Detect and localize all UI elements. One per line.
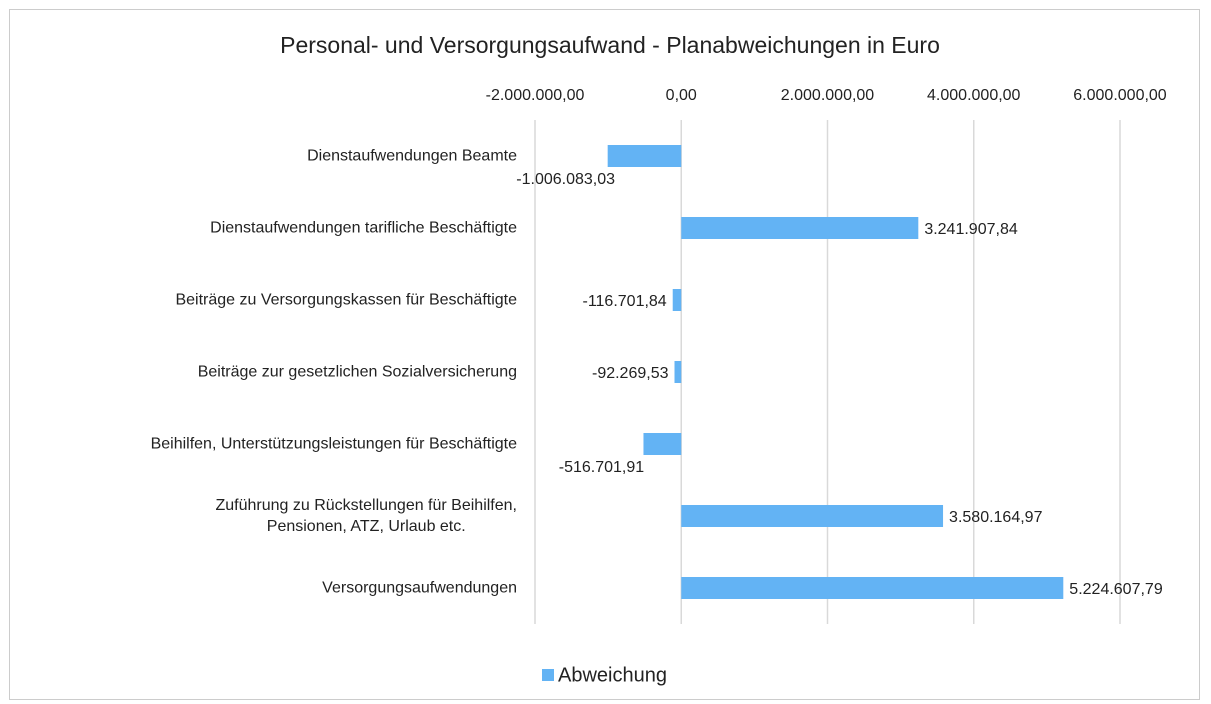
- x-tick-label: 2.000.000,00: [781, 87, 875, 104]
- y-tick-label-box: Beiträge zur gesetzlichen Sozialversiche…: [0, 362, 517, 383]
- y-tick-label-box: Dienstaufwendungen Beamte: [0, 146, 517, 167]
- x-tick-label: 4.000.000,00: [927, 87, 1021, 104]
- bar: [681, 505, 944, 527]
- legend-swatch: [542, 669, 554, 681]
- y-tick-label-box: Dienstaufwendungen tarifliche Beschäftig…: [0, 218, 517, 239]
- bar: [607, 145, 682, 167]
- data-label: 3.241.907,84: [924, 221, 1018, 238]
- y-tick-label: Versorgungsaufwendungen: [322, 579, 517, 597]
- data-label: -116.701,84: [582, 293, 666, 310]
- y-tick-label: Beihilfen, Unterstützungsleistungen für …: [150, 435, 517, 453]
- bar: [681, 217, 919, 239]
- y-tick-label-box: Zuführung zu Rückstellungen für Beihilfe…: [0, 495, 517, 537]
- bar: [643, 433, 682, 455]
- bar: [681, 577, 1064, 599]
- x-tick-label: 6.000.000,00: [1073, 87, 1167, 104]
- x-tick-label: 0,00: [666, 87, 697, 104]
- bar: [672, 289, 682, 311]
- data-label: -92.269,53: [592, 365, 669, 382]
- chart-title: Personal- und Versorgungsaufwand - Plana…: [280, 32, 940, 58]
- y-tick-label-box: Versorgungsaufwendungen: [0, 578, 517, 599]
- y-tick-label: Beiträge zu Versorgungskassen für Beschä…: [175, 291, 517, 309]
- y-tick-label: Dienstaufwendungen tarifliche Beschäftig…: [210, 219, 517, 237]
- y-tick-label: Beiträge zur gesetzlichen Sozialversiche…: [197, 363, 517, 381]
- y-tick-label: Zuführung zu Rückstellungen für Beihilfe…: [215, 497, 517, 535]
- legend-label: Abweichung: [558, 664, 667, 686]
- data-label: 3.580.164,97: [949, 509, 1043, 526]
- y-tick-label-box: Beiträge zu Versorgungskassen für Beschä…: [0, 290, 517, 311]
- y-tick-label: Dienstaufwendungen Beamte: [307, 147, 517, 165]
- data-label: -1.006.083,03: [516, 171, 615, 188]
- x-tick-label: -2.000.000,00: [486, 87, 585, 104]
- data-label: 5.224.607,79: [1069, 581, 1163, 598]
- bar: [674, 361, 682, 383]
- y-tick-label-box: Beihilfen, Unterstützungsleistungen für …: [0, 434, 517, 455]
- data-label: -516.701,91: [559, 459, 645, 476]
- chart-border: [9, 9, 1200, 700]
